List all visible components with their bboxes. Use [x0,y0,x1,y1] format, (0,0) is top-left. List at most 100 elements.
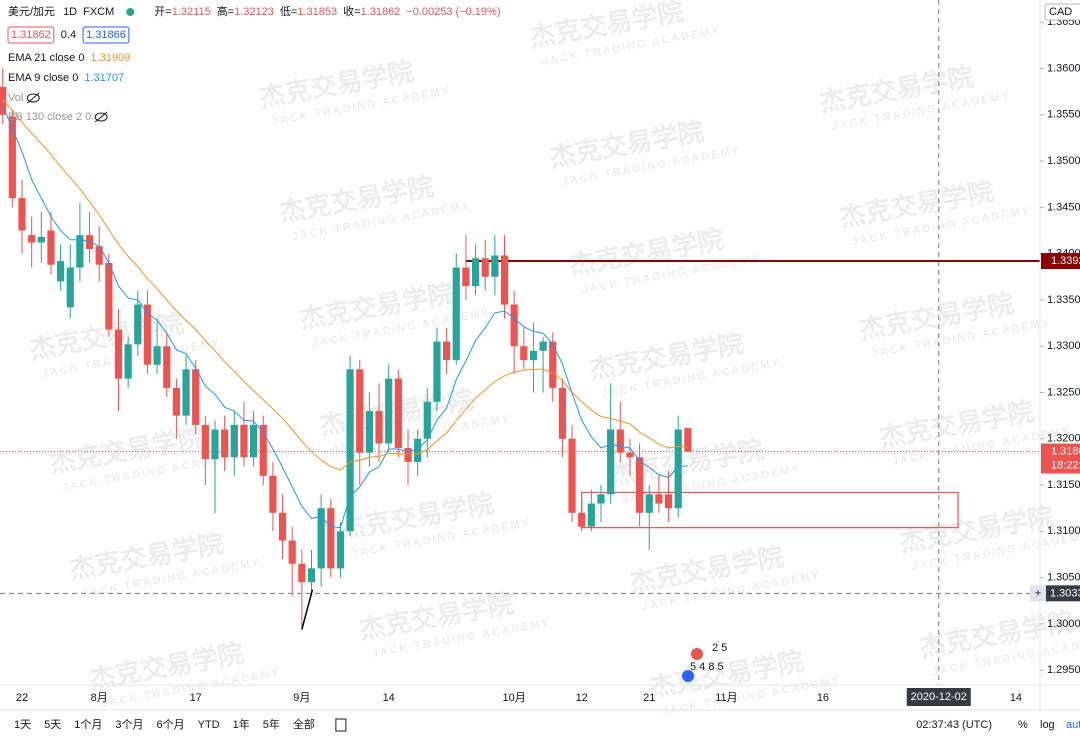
candle-body [578,512,586,527]
candle-body [500,255,509,305]
y-tick-label: 1.3550 [1047,109,1080,121]
candle-body [153,346,161,365]
candle-body [105,262,113,330]
eye [94,112,108,122]
crosshair-plus-box[interactable] [1030,585,1046,602]
last-price-box [1041,443,1080,474]
candle-body [491,255,499,277]
x-tick-label: 14 [1010,692,1022,704]
candle-body [250,424,258,458]
eye [26,93,40,103]
candle-body [443,341,451,361]
trend-line [301,589,314,630]
hide-icon[interactable] [26,92,40,104]
candle-body [76,235,84,268]
crosshair-plus: + [1035,587,1041,599]
range-button[interactable]: 全部 [293,717,315,731]
source: FXCM [83,6,114,18]
candle-body [269,475,277,513]
candle-body [365,411,373,453]
candle-body [356,369,364,453]
candle-body [298,563,306,583]
range-button[interactable]: 1天 [14,719,31,731]
candle-body [607,429,615,495]
candle-body [452,267,460,361]
eye-slash [26,92,40,104]
event-icon [691,648,703,660]
compare-icon[interactable] [335,718,347,732]
low-label: 低= [280,5,297,18]
bid-price-box [7,26,55,44]
auto-toggle[interactable]: auto [1066,719,1080,731]
range-button[interactable]: 1个月 [74,718,102,731]
candle-body [539,341,547,351]
ema-line [2,99,688,471]
y-tick-label: 1.3200 [1047,433,1080,445]
eye-slash [94,111,108,123]
y-tick-label: 1.3100 [1047,525,1080,537]
candle-body [288,540,296,564]
percent-toggle[interactable]: % [1018,719,1028,731]
candle-body [684,428,692,452]
level-label: 1.3392 [1051,255,1080,267]
high-label: 高= [217,4,234,18]
x-tick-label: 21 [643,692,655,704]
candle-body [481,258,489,277]
candle-body [558,387,566,439]
candle-body [95,246,103,265]
bottom-toolbar: 1天 5天 1个月 3个月 6个月 YTD 1年 5年 全部 02:37:43 (UTC)% log… [14,717,1080,732]
hide-icon[interactable] [94,111,108,123]
last-price-label: 1.3186 [1051,445,1080,457]
range-button[interactable]: 5天 [44,719,61,731]
candle-body [568,438,576,513]
candle-body [134,304,142,345]
candle-body [655,494,663,504]
interval: 1D [63,6,77,18]
candle-body [346,369,354,532]
candle-body [336,531,345,569]
high-value: 1.32123 [234,6,274,18]
candle-body [616,429,624,453]
candle-body [278,512,287,541]
indicator-name: Vol [8,92,23,104]
y-tick-label: 1.3500 [1047,155,1080,167]
ema9-name: EMA 9 close 0 [8,72,78,84]
candle-body [529,350,538,361]
y-tick-label: 1.3350 [1047,294,1080,306]
candle-body [414,438,422,462]
x-tick-label: 17 [190,692,202,704]
x-tick-label: 8月 [91,692,108,704]
y-tick-label: 1.3450 [1047,201,1080,213]
range-button[interactable]: 5年 [263,717,280,731]
range-button[interactable]: 3个月 [115,718,143,731]
candle-body [462,267,470,287]
ema21-value: 1.31909 [90,52,130,64]
y-tick-label: 1.3050 [1047,572,1080,584]
crosshair-price-label: 1.3033 [1050,587,1080,599]
event-label: 2 5 [712,642,727,654]
candle-body [394,378,402,449]
range-button[interactable]: 6个月 [157,718,185,731]
candle-body [327,508,335,569]
event-icon [682,670,694,682]
range-button[interactable]: 1年 [233,717,250,731]
candle-body [549,341,557,388]
y-tick-label: 1.3300 [1047,340,1080,352]
candle-body [124,344,132,379]
candle-body [163,346,171,388]
candle-body [307,568,316,583]
axes: 1.2950 1.3000 1.3050 1.3100 1.3150 1.3200 1.32… [16,3,1080,706]
y-tick-label: 1.3600 [1047,62,1080,74]
ema-line [2,105,688,529]
candle-body [28,235,36,243]
range-button[interactable]: YTD [198,719,220,731]
candle-body [317,508,325,569]
log-toggle[interactable]: log [1040,719,1055,731]
candle-body [259,424,267,476]
